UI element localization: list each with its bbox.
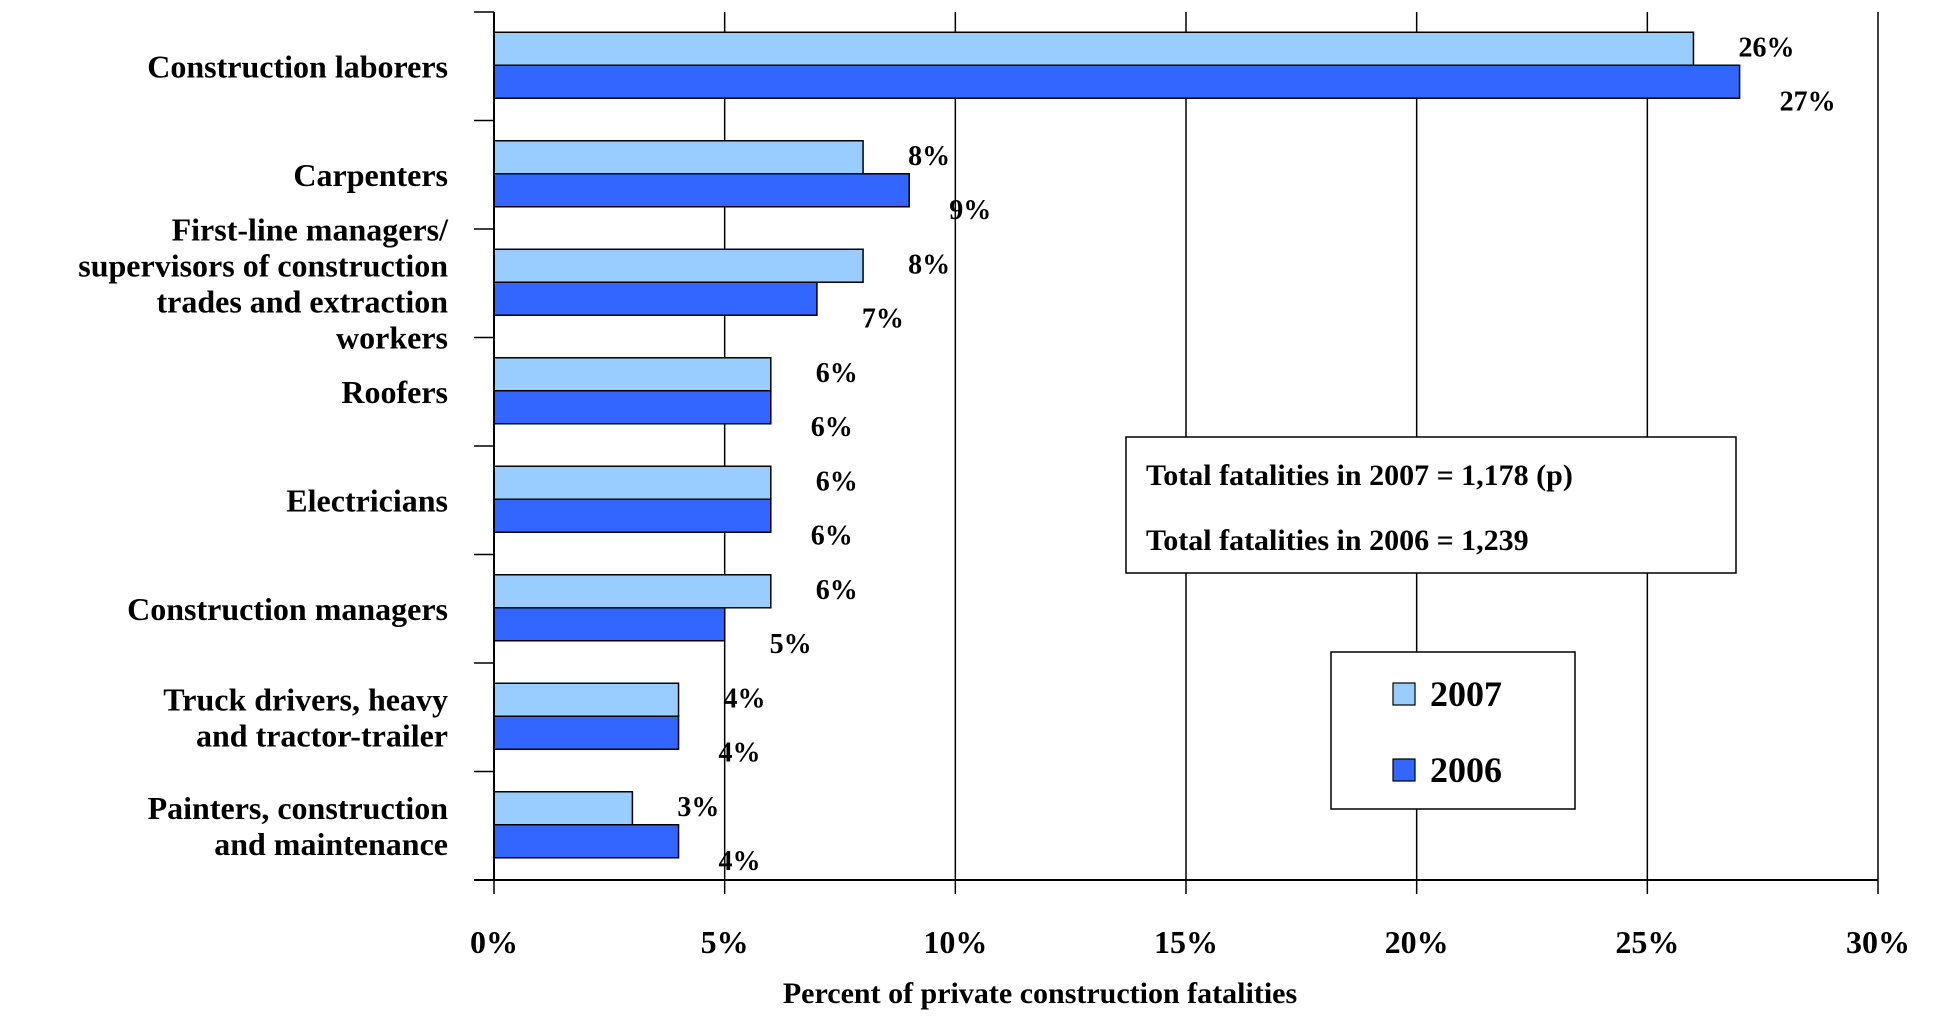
- category-label-line: Truck drivers, heavy: [163, 681, 448, 717]
- value-label-2007-4: 6%: [816, 466, 858, 497]
- bar-2006-5: [493, 607, 726, 642]
- bar-2006-6: [493, 715, 680, 750]
- value-label-2006-0: 27%: [1780, 86, 1836, 117]
- category-label-6: Truck drivers, heavy and tractor-trailer: [163, 681, 448, 753]
- x-axis-title: Percent of private construction fataliti…: [783, 977, 1297, 1010]
- x-tick-label-25: 25%: [1615, 924, 1679, 960]
- bar-2006-3: [493, 390, 772, 425]
- bar-2007-6: [493, 682, 680, 717]
- bar-2006-7: [493, 824, 680, 859]
- x-tick-label-15: 15%: [1154, 924, 1218, 960]
- value-label-2007-1: 8%: [908, 141, 950, 172]
- bars: [493, 31, 1741, 859]
- bar-2006-1: [493, 173, 910, 208]
- bar-2007-1: [493, 140, 864, 175]
- legend-swatch-2006: [1392, 758, 1416, 782]
- bar-2007-3: [493, 357, 772, 392]
- axes: [474, 11, 1879, 894]
- value-label-2006-5: 5%: [770, 629, 812, 660]
- totals-note-box: [1125, 436, 1737, 574]
- x-tick-labels: 0% 5% 10% 15% 20% 25% 30%: [470, 924, 1910, 960]
- legend-box: [1330, 651, 1576, 810]
- value-label-2007-2: 8%: [908, 249, 950, 280]
- x-tick-label-5: 5%: [701, 924, 749, 960]
- bar-2006-4: [493, 498, 772, 533]
- legend: 2007 2006: [1330, 651, 1576, 810]
- value-label-2007-0: 26%: [1738, 32, 1794, 63]
- category-label-line: trades and extraction: [156, 283, 448, 319]
- category-label-line: and maintenance: [214, 826, 448, 862]
- category-label-line: Roofers: [341, 374, 448, 410]
- category-label-line: Construction managers: [127, 591, 448, 627]
- legend-swatch-2007: [1392, 682, 1416, 706]
- x-tick-label-30: 30%: [1846, 924, 1910, 960]
- category-label-line: and tractor-trailer: [196, 717, 448, 753]
- bar-2006-0: [493, 64, 1741, 99]
- total-2006-text: Total fatalities in 2006 = 1,239: [1146, 524, 1529, 557]
- value-label-2006-7: 4%: [719, 846, 761, 877]
- total-2007-text: Total fatalities in 2007 = 1,178 (p): [1146, 459, 1573, 492]
- x-tick-label-10: 10%: [923, 924, 987, 960]
- category-labels: Construction laborers Carpenters First-lin…: [78, 48, 449, 862]
- bar-2006-2: [493, 281, 818, 316]
- category-label-0: Construction laborers: [147, 48, 448, 84]
- bar-2007-2: [493, 248, 864, 283]
- category-label-2: First-line managers/supervisors of const…: [78, 211, 449, 355]
- legend-label-2007: 2007: [1430, 674, 1502, 714]
- category-label-7: Painters, construction and maintenance: [148, 790, 449, 862]
- value-label-2007-3: 6%: [816, 358, 858, 389]
- category-label-line: Electricians: [286, 482, 448, 518]
- category-label-line: supervisors of construction: [78, 247, 448, 283]
- value-label-2007-6: 4%: [724, 683, 766, 714]
- category-label-line: First-line managers/: [172, 211, 450, 247]
- value-labels: 26%27%8%9%8%7%6%6%6%6%6%5%4%4%3%4%: [677, 32, 1835, 877]
- legend-label-2006: 2006: [1430, 750, 1502, 790]
- category-label-line: Carpenters: [293, 157, 448, 193]
- category-label-line: Painters, construction: [148, 790, 449, 826]
- x-tick-label-0: 0%: [470, 924, 518, 960]
- value-label-2006-6: 4%: [719, 737, 761, 768]
- bar-2007-4: [493, 465, 772, 500]
- category-label-3: Roofers: [341, 374, 448, 410]
- category-label-line: Construction laborers: [147, 48, 448, 84]
- value-label-2006-1: 9%: [949, 195, 991, 226]
- value-label-2007-5: 6%: [816, 575, 858, 606]
- value-label-2006-4: 6%: [811, 520, 853, 551]
- category-label-1: Carpenters: [293, 157, 448, 193]
- value-label-2006-2: 7%: [862, 303, 904, 334]
- value-label-2007-7: 3%: [677, 792, 719, 823]
- category-label-line: workers: [336, 319, 448, 355]
- x-tick-label-20: 20%: [1385, 924, 1449, 960]
- bar-2007-5: [493, 574, 772, 609]
- bar-2007-7: [493, 791, 634, 826]
- bar-2007-0: [493, 31, 1695, 66]
- value-label-2006-3: 6%: [811, 412, 853, 443]
- totals-note: Total fatalities in 2007 = 1,178 (p) Tot…: [1125, 436, 1737, 574]
- category-label-4: Electricians: [286, 482, 448, 518]
- category-label-5: Construction managers: [127, 591, 448, 627]
